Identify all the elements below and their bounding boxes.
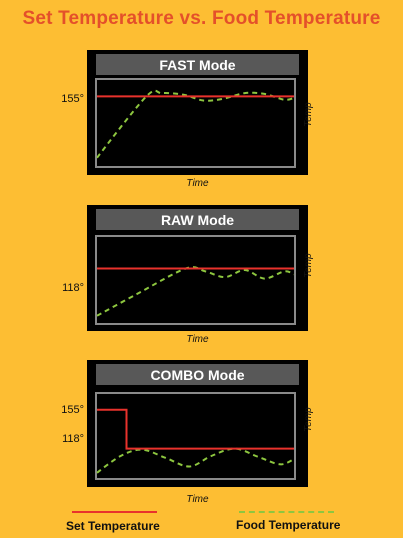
- combo-mode-ylabel: Temp: [303, 407, 314, 432]
- fast-mode-plot: [95, 78, 296, 168]
- food-temperature-line: [96, 447, 295, 474]
- fast-mode-xlabel: Time: [186, 178, 209, 189]
- fast-mode-header: FAST Mode: [96, 54, 299, 75]
- food-temperature-line: [96, 266, 295, 317]
- combo-mode-y-tick-118: 118°: [62, 433, 84, 445]
- combo-mode-xlabel: Time: [186, 494, 209, 505]
- fast-mode-ylabel: Temp: [303, 102, 314, 127]
- raw-mode-plot: [95, 235, 296, 325]
- fast-mode-panel: FAST Mode: [87, 50, 308, 175]
- fast-mode-y-tick-155: 155°: [61, 93, 84, 105]
- chart-title: Set Temperature vs. Food Temperature: [22, 8, 381, 29]
- legend-set-swatch: [72, 511, 157, 513]
- raw-mode-panel: RAW Mode: [87, 205, 308, 331]
- raw-mode-y-tick-118: 118°: [62, 282, 84, 294]
- legend-food-swatch: [239, 511, 334, 513]
- raw-mode-header: RAW Mode: [96, 209, 299, 230]
- plot-svg: [96, 89, 295, 159]
- combo-mode-panel: COMBO Mode: [87, 360, 308, 487]
- combo-mode-plot: [95, 392, 296, 480]
- legend-food-label: Food Temperature: [236, 518, 341, 532]
- set-temperature-line: [97, 408, 294, 450]
- plot-svg: [96, 408, 295, 474]
- combo-mode-header: COMBO Mode: [96, 364, 299, 385]
- raw-mode-ylabel: Temp: [303, 253, 314, 278]
- food-temperature-line: [96, 89, 295, 159]
- plot-svg: [96, 266, 295, 317]
- raw-mode-xlabel: Time: [186, 334, 209, 345]
- combo-mode-y-tick-155: 155°: [61, 404, 84, 416]
- legend-set-label: Set Temperature: [66, 519, 160, 533]
